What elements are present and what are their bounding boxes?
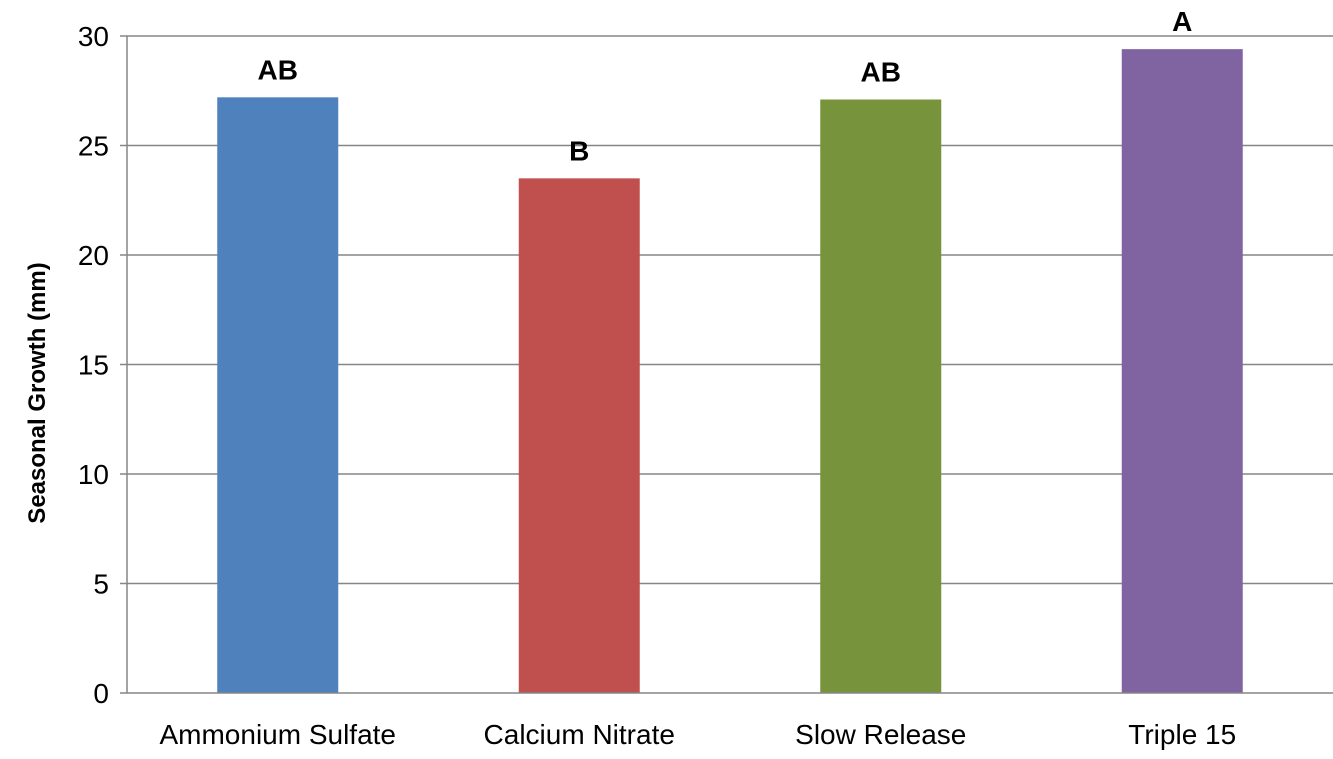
x-tick-label: Calcium Nitrate: [484, 719, 675, 750]
y-axis-label: Seasonal Growth (mm): [24, 262, 51, 523]
bars: [217, 49, 1243, 694]
bar: [217, 97, 339, 693]
bar: [518, 178, 640, 694]
y-tick-labels: 0 5 10 15 20 25 30: [78, 21, 109, 709]
x-tick-label: Ammonium Sulfate: [159, 719, 396, 750]
bar: [1121, 49, 1243, 693]
x-tick-labels: Ammonium Sulfate Calcium Nitrate Slow Rele…: [159, 719, 1236, 750]
x-tick-label: Slow Release: [795, 719, 966, 750]
y-tick-label: 5: [93, 569, 109, 600]
significance-label: A: [1172, 6, 1192, 37]
significance-label: AB: [258, 54, 298, 85]
significance-labels: AB B AB A: [258, 6, 1193, 166]
y-tick-label: 15: [78, 350, 109, 381]
significance-label: AB: [861, 57, 901, 88]
y-tick-label: 0: [93, 678, 109, 709]
significance-label: B: [569, 135, 589, 166]
bar: [820, 99, 942, 693]
y-tick-label: 25: [78, 131, 109, 162]
y-tick-label: 20: [78, 240, 109, 271]
y-tick-label: 30: [78, 21, 109, 52]
x-tick-label: Triple 15: [1128, 719, 1236, 750]
y-tick-label: 10: [78, 459, 109, 490]
axes: [126, 36, 1333, 694]
